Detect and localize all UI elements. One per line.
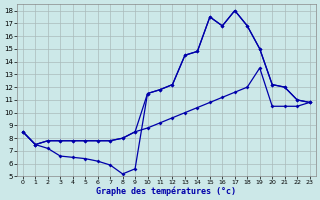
X-axis label: Graphe des températures (°c): Graphe des températures (°c)	[96, 186, 236, 196]
